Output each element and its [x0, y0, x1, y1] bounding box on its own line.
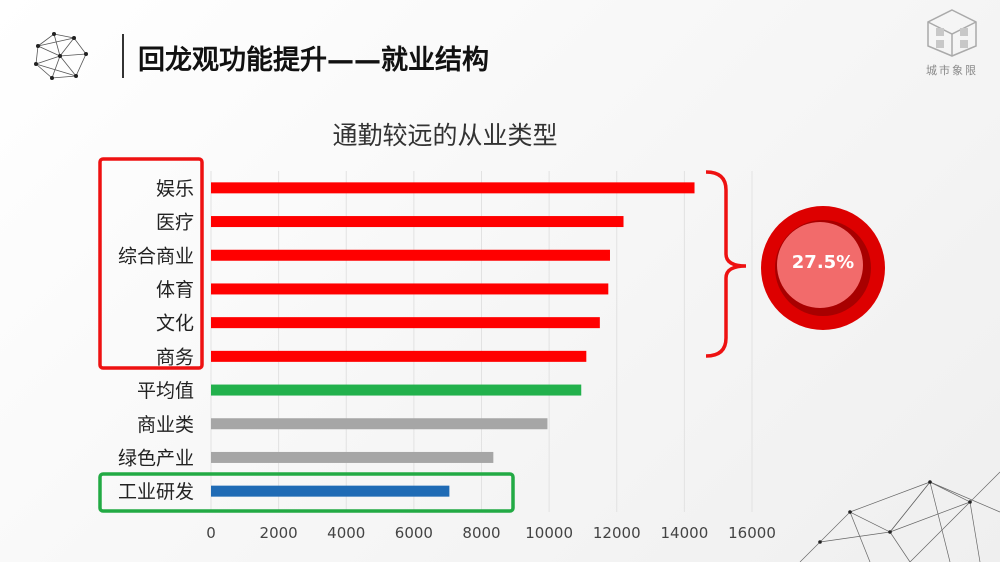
bar: [211, 485, 450, 497]
x-tick-label: 10000: [525, 524, 573, 542]
chart-title: 通勤较远的从业类型: [332, 121, 558, 150]
x-tick-label: 8000: [462, 524, 500, 542]
category-label: 商务: [156, 346, 194, 368]
category-label: 娱乐: [156, 178, 194, 200]
bar: [211, 283, 609, 295]
category-label: 文化: [156, 313, 194, 335]
corner-network-decoration: [799, 471, 1000, 562]
x-tick-label: 12000: [593, 524, 641, 542]
bar: [211, 317, 600, 329]
bar: [211, 350, 587, 362]
x-tick-label: 4000: [327, 524, 365, 542]
brand-logo: 城市象限: [912, 6, 992, 78]
bar: [211, 384, 582, 396]
highlight-group-box: [98, 157, 204, 370]
category-label: 商业类: [137, 414, 194, 436]
bar: [211, 418, 548, 430]
slide-header: 回龙观功能提升——就业结构: [30, 28, 730, 88]
category-label: 工业研发: [118, 481, 194, 503]
network-logo-icon: [34, 32, 88, 80]
x-tick-label: 14000: [661, 524, 709, 542]
page-title: 回龙观功能提升——就业结构: [138, 45, 489, 76]
x-tick-label: 16000: [728, 524, 776, 542]
x-tick-label: 0: [206, 524, 216, 542]
share-label: 27.5%: [791, 252, 855, 273]
category-label: 平均值: [137, 380, 194, 402]
brand-name: 城市象限: [926, 64, 978, 77]
x-tick-label: 6000: [395, 524, 433, 542]
category-label: 绿色产业: [118, 447, 194, 469]
header-divider: [122, 34, 124, 78]
highlight-focus-box: [98, 472, 515, 513]
cube-logo-icon: [927, 9, 977, 57]
x-tick-label: 2000: [260, 524, 298, 542]
bar: [211, 249, 610, 261]
share-badge: [761, 206, 885, 330]
category-label: 医疗: [156, 212, 194, 234]
category-label: 体育: [156, 279, 194, 301]
bar: [211, 451, 494, 463]
bar: [211, 182, 695, 194]
bar: [211, 216, 624, 228]
group-brace: [705, 170, 747, 358]
category-label: 综合商业: [118, 245, 194, 267]
